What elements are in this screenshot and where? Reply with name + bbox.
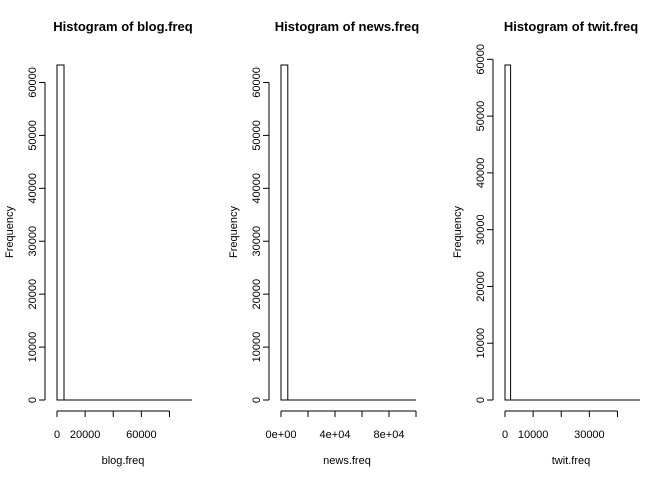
y-tick-label: 20000 — [251, 279, 263, 310]
panel-title: Histogram of blog.freq — [53, 19, 192, 34]
panel-title: Histogram of news.freq — [275, 19, 420, 34]
y-tick-label: 30000 — [27, 226, 39, 257]
y-tick-label: 30000 — [475, 214, 487, 245]
x-tick-label: 10000 — [518, 429, 549, 441]
x-tick-label: 20000 — [70, 429, 101, 441]
y-tick-label: 10000 — [475, 328, 487, 359]
y-tick-label: 40000 — [475, 158, 487, 189]
y-tick-label: 60000 — [251, 67, 263, 98]
x-axis-label: blog.freq — [102, 455, 145, 467]
x-tick-label: 0 — [502, 429, 508, 441]
y-tick-label: 30000 — [251, 226, 263, 257]
x-axis-label: news.freq — [323, 455, 371, 467]
y-tick-label: 20000 — [27, 279, 39, 310]
panel-title: Histogram of twit.freq — [504, 19, 638, 34]
histogram-bar — [56, 64, 65, 401]
x-axis-label: twit.freq — [552, 455, 591, 467]
y-axis-label: Frequency — [452, 206, 464, 258]
y-tick-label: 50000 — [475, 101, 487, 132]
y-tick-label: 60000 — [27, 67, 39, 98]
y-tick-label: 20000 — [475, 271, 487, 302]
panel-blog: Histogram of blog.freq blog.freq Frequen… — [4, 19, 193, 467]
x-tick-label: 0e+00 — [266, 429, 297, 441]
y-tick-label: 60000 — [475, 44, 487, 75]
y-tick-label: 0 — [251, 397, 263, 403]
panel-news: Histogram of news.freq news.freq Frequen… — [228, 19, 419, 467]
y-tick-label: 40000 — [27, 173, 39, 204]
histogram-bar — [504, 64, 512, 401]
panel-twit: Histogram of twit.freq twit.freq Frequen… — [452, 19, 640, 467]
histogram-bar — [280, 64, 289, 401]
y-tick-label: 10000 — [251, 332, 263, 363]
x-tick-label: 0 — [54, 429, 60, 441]
x-tick-label: 4e+04 — [320, 429, 351, 441]
x-tick-label: 30000 — [574, 429, 605, 441]
y-tick-label: 50000 — [27, 120, 39, 151]
x-tick-label: 60000 — [126, 429, 157, 441]
y-tick-label: 0 — [475, 397, 487, 403]
y-tick-label: 40000 — [251, 173, 263, 204]
x-tick-label: 8e+04 — [374, 429, 405, 441]
y-tick-label: 0 — [27, 397, 39, 403]
y-tick-label: 10000 — [27, 332, 39, 363]
y-tick-label: 50000 — [251, 120, 263, 151]
y-axis-label: Frequency — [228, 206, 240, 258]
y-axis-label: Frequency — [4, 206, 16, 258]
